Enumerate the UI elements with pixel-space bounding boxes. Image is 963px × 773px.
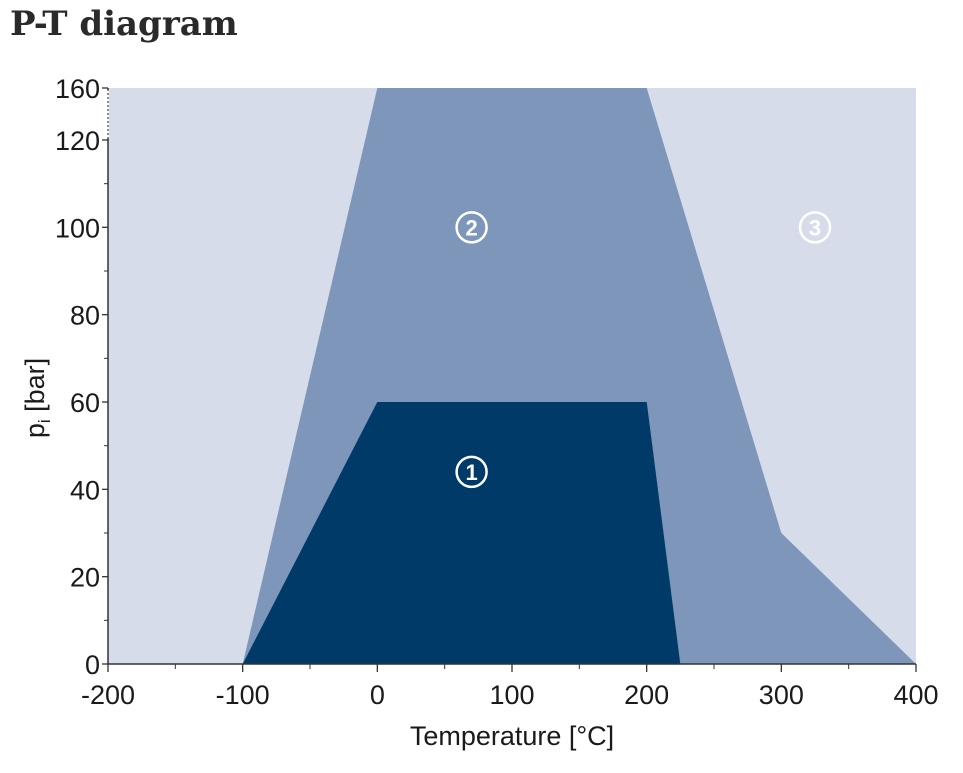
x-tick-label: 0 xyxy=(370,680,385,710)
y-tick-label: 0 xyxy=(85,650,100,680)
region-2-label: 2 xyxy=(465,215,477,240)
x-tick-label: 200 xyxy=(624,680,669,710)
x-tick-label: -200 xyxy=(81,680,135,710)
region-1-area xyxy=(242,402,681,664)
region-3-label: 3 xyxy=(809,215,821,240)
y-axis-label-unit: [bar] xyxy=(20,358,50,420)
x-tick-label: 300 xyxy=(759,680,804,710)
y-axis-label-main: p xyxy=(20,423,50,438)
y-axis-label: pi [bar] xyxy=(20,358,54,438)
x-tick-label: 100 xyxy=(489,680,534,710)
region-3-marker: 3 xyxy=(798,211,832,244)
y-axis-label-subscript: i xyxy=(35,419,54,423)
region-1-marker-circle xyxy=(455,455,488,489)
y-tick-label: 120 xyxy=(55,126,100,156)
chart-title: P-T diagram xyxy=(10,4,238,44)
region-1-marker: 1 xyxy=(455,455,488,489)
y-tick-label: 80 xyxy=(70,301,100,331)
region-markers-layer: 3 2 1 xyxy=(455,211,832,489)
axes-layer: -200 -100 0 100 200 300 400 0 20 40 60 80 100 120 160 xyxy=(55,74,939,710)
region-1-label: 1 xyxy=(465,460,477,485)
x-tick-label: 400 xyxy=(893,680,938,710)
y-tick-label: 20 xyxy=(70,563,100,593)
y-tick-label: 100 xyxy=(55,213,100,243)
region-2-marker: 2 xyxy=(455,211,488,244)
y-tick-label: 160 xyxy=(55,74,100,104)
regions-layer xyxy=(108,88,916,664)
y-tick-label: 40 xyxy=(70,475,100,505)
x-axis-label: Temperature [°C] xyxy=(410,721,614,751)
x-tick-label: -100 xyxy=(216,680,270,710)
region-3-marker-circle xyxy=(798,211,832,244)
region-2-marker-circle xyxy=(455,211,488,244)
y-tick-label: 60 xyxy=(70,388,100,418)
